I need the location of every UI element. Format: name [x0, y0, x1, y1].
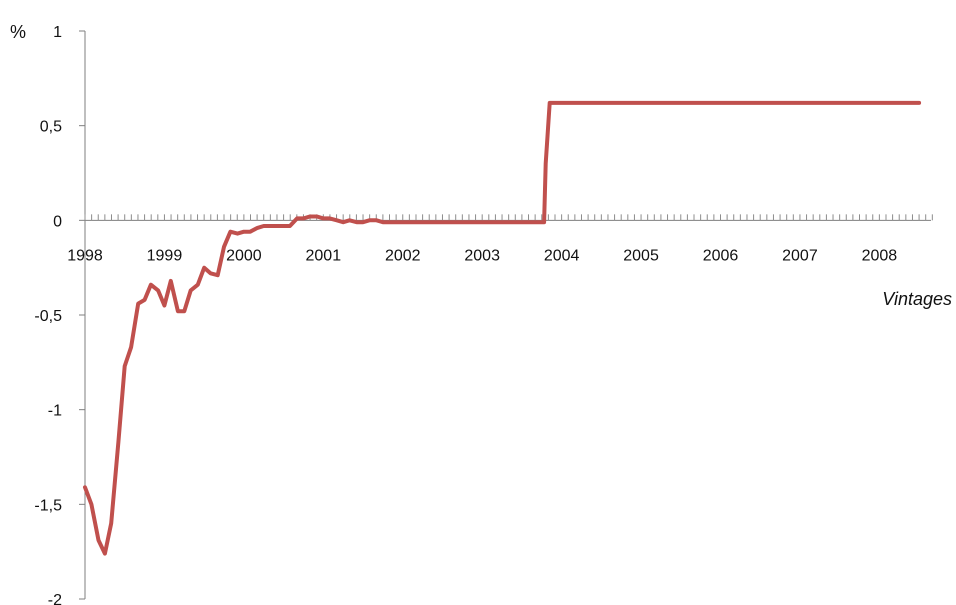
y-tick-label: 1 — [53, 24, 62, 41]
x-tick-label: 1999 — [147, 247, 183, 264]
x-tick-label: 2004 — [544, 247, 580, 264]
y-tick-label: 0 — [53, 213, 62, 230]
x-axis-title: Vintages — [882, 289, 952, 309]
y-unit-label: % — [10, 22, 26, 42]
x-tick-label: 2002 — [385, 247, 421, 264]
x-axis: 1998 1999 2000 2001 2002 2003 2004 2005 2006 2007… — [67, 214, 933, 264]
x-tick-label: 2007 — [782, 247, 818, 264]
series-line — [83, 100, 922, 556]
x-tick-label: 1998 — [67, 247, 103, 264]
y-axis: 1 0,5 0 -0,5 -1 -1,5 -2 — [34, 24, 86, 605]
series-layer — [83, 100, 922, 556]
x-tick-label: 2003 — [464, 247, 500, 264]
x-tick-label: 2000 — [226, 247, 262, 264]
y-tick-label: -1 — [48, 403, 62, 420]
y-tick-label: -1,5 — [34, 497, 62, 514]
y-tick-label: -2 — [48, 592, 62, 605]
y-tick-label: 0,5 — [40, 119, 62, 136]
x-tick-label: 2006 — [703, 247, 739, 264]
x-tick-label: 2005 — [623, 247, 659, 264]
x-tick-label: 2008 — [862, 247, 898, 264]
x-tick-label: 2001 — [306, 247, 342, 264]
y-tick-label: -0,5 — [34, 308, 62, 325]
